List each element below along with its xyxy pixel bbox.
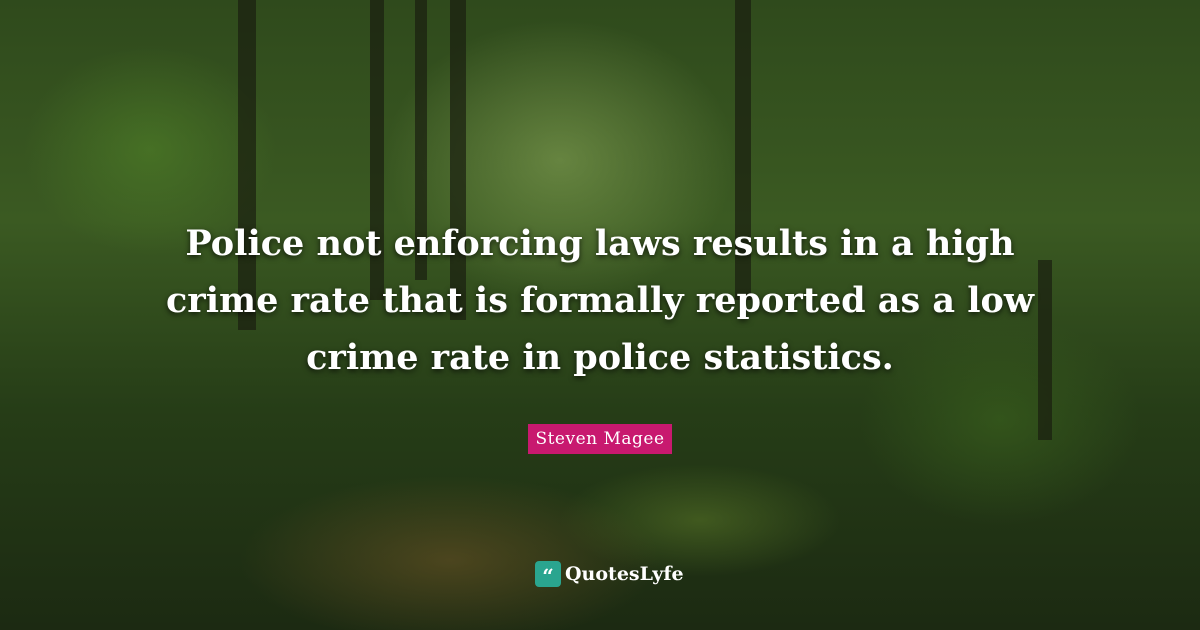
quote-bubble-icon: “ (535, 561, 561, 588)
brand-name: QuotesLyfe (565, 563, 684, 585)
quote-text: Police not enforcing laws results in a h… (150, 215, 1050, 386)
quote-line: Police not enforcing laws results in a h… (185, 223, 1015, 264)
quote-line: crime rate that is formally reported as … (165, 280, 1035, 321)
quoteslyfe-logo[interactable]: “ QuotesLyfe (535, 561, 684, 588)
quote-line: crime rate in police statistics. (306, 337, 894, 378)
author-badge[interactable]: Steven Magee (528, 424, 672, 454)
